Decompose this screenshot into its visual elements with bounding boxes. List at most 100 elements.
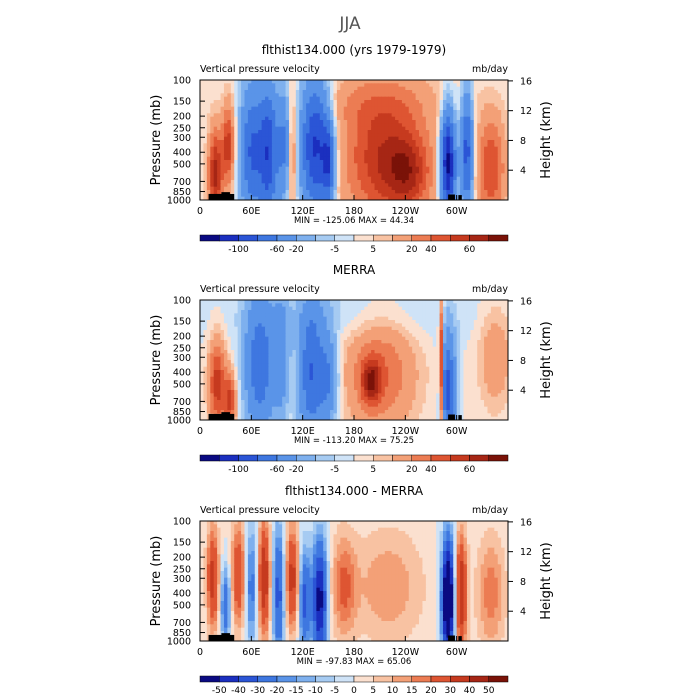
heatmap-cell [200, 96, 205, 101]
heatmap-cell [292, 310, 297, 314]
heatmap-cell [302, 103, 307, 108]
heatmap-cell [258, 123, 263, 128]
heatmap-cell [275, 186, 280, 191]
heatmap-cell [213, 340, 218, 344]
heatmap-cell [466, 86, 471, 91]
heatmap-cell [295, 100, 300, 104]
heatmap-cell [405, 323, 410, 328]
heatmap-cell [442, 190, 447, 194]
heatmap-cell [343, 193, 348, 198]
heatmap-cell [347, 86, 352, 91]
heatmap-cell [354, 313, 359, 318]
heatmap-cell [220, 330, 225, 334]
heatmap-cell [364, 343, 369, 348]
heatmap-cell [268, 150, 273, 154]
heatmap-cell [309, 196, 314, 200]
heatmap-cell [360, 310, 365, 314]
heatmap-cell [401, 183, 406, 188]
heatmap-cell [360, 166, 365, 171]
heatmap-cell [477, 136, 482, 141]
heatmap-cell [210, 80, 215, 84]
heatmap-cell [316, 326, 321, 331]
heatmap-cell [357, 96, 362, 101]
heatmap-cell [374, 150, 379, 154]
heatmap-cell [415, 133, 420, 138]
heatmap-cell [326, 110, 331, 114]
heatmap-cell [405, 333, 410, 338]
heatmap-cell [354, 143, 359, 148]
heatmap-cell [473, 80, 478, 84]
heatmap-cell [405, 186, 410, 191]
heatmap-cell [251, 310, 256, 314]
heatmap-cell [309, 120, 314, 124]
heatmap-cell [203, 326, 208, 331]
heatmap-cell [299, 310, 304, 314]
heatmap-cell [439, 150, 444, 154]
heatmap-cell [367, 80, 372, 84]
heatmap-cell [494, 120, 499, 124]
heatmap-cell [456, 106, 461, 111]
heatmap-cell [381, 136, 386, 141]
heatmap-cell [422, 120, 427, 124]
heatmap-cell [217, 343, 222, 348]
heatmap-cell [254, 136, 259, 141]
heatmap-cell [316, 316, 321, 321]
heatmap-cell [371, 113, 376, 118]
heatmap-cell [309, 323, 314, 328]
heatmap-cell [395, 90, 400, 94]
heatmap-cell [326, 176, 331, 181]
heatmap-cell [265, 353, 270, 358]
heatmap-cell [244, 343, 249, 348]
heatmap-cell [271, 306, 276, 311]
heatmap-cell [432, 353, 437, 358]
heatmap-cell [299, 303, 304, 308]
heatmap-cell [364, 333, 369, 338]
heatmap-cell [398, 106, 403, 111]
heatmap-cell [377, 150, 382, 154]
heatmap-cell [357, 166, 362, 171]
heatmap-cell [384, 316, 389, 321]
heatmap-cell [477, 140, 482, 144]
heatmap-cell [463, 323, 468, 328]
heatmap-cell [484, 183, 489, 188]
heatmap-cell [350, 130, 355, 134]
heatmap-cell [288, 306, 293, 311]
heatmap-cell [432, 186, 437, 191]
heatmap-cell [295, 133, 300, 138]
heatmap-cell [484, 143, 489, 148]
heatmap-cell [371, 166, 376, 171]
heatmap-cell [442, 150, 447, 154]
heatmap-cell [203, 183, 208, 188]
heatmap-cell [425, 343, 430, 348]
heatmap-cell [453, 183, 458, 188]
heatmap-cell [374, 303, 379, 308]
heatmap-cell [422, 183, 427, 188]
heatmap-cell [384, 80, 389, 84]
heatmap-cell [292, 360, 297, 364]
heatmap-cell [449, 303, 454, 308]
x-tick-label: 60E [242, 206, 260, 217]
heatmap-cell [210, 113, 215, 118]
heatmap-cell [446, 350, 451, 354]
heatmap-cell [371, 83, 376, 88]
heatmap-cell [360, 96, 365, 101]
heatmap-cell [350, 300, 355, 304]
heatmap-cell [295, 190, 300, 194]
heatmap-cell [254, 163, 259, 168]
heatmap-cell [326, 316, 331, 321]
heatmap-cell [477, 130, 482, 134]
heatmap-cell [436, 180, 441, 184]
heatmap-cell [265, 116, 270, 121]
heatmap-cell [480, 306, 485, 311]
heatmap-cell [432, 153, 437, 158]
heatmap-cell [258, 113, 263, 118]
heatmap-cell [425, 136, 430, 141]
heatmap-cell [323, 140, 328, 144]
heatmap-cell [278, 133, 283, 138]
heatmap-cell [480, 336, 485, 341]
heatmap-cell [439, 156, 444, 161]
heatmap-cell [206, 186, 211, 191]
heatmap-cell [381, 306, 386, 311]
heatmap-cell [316, 80, 321, 84]
heatmap-cell [213, 303, 218, 308]
